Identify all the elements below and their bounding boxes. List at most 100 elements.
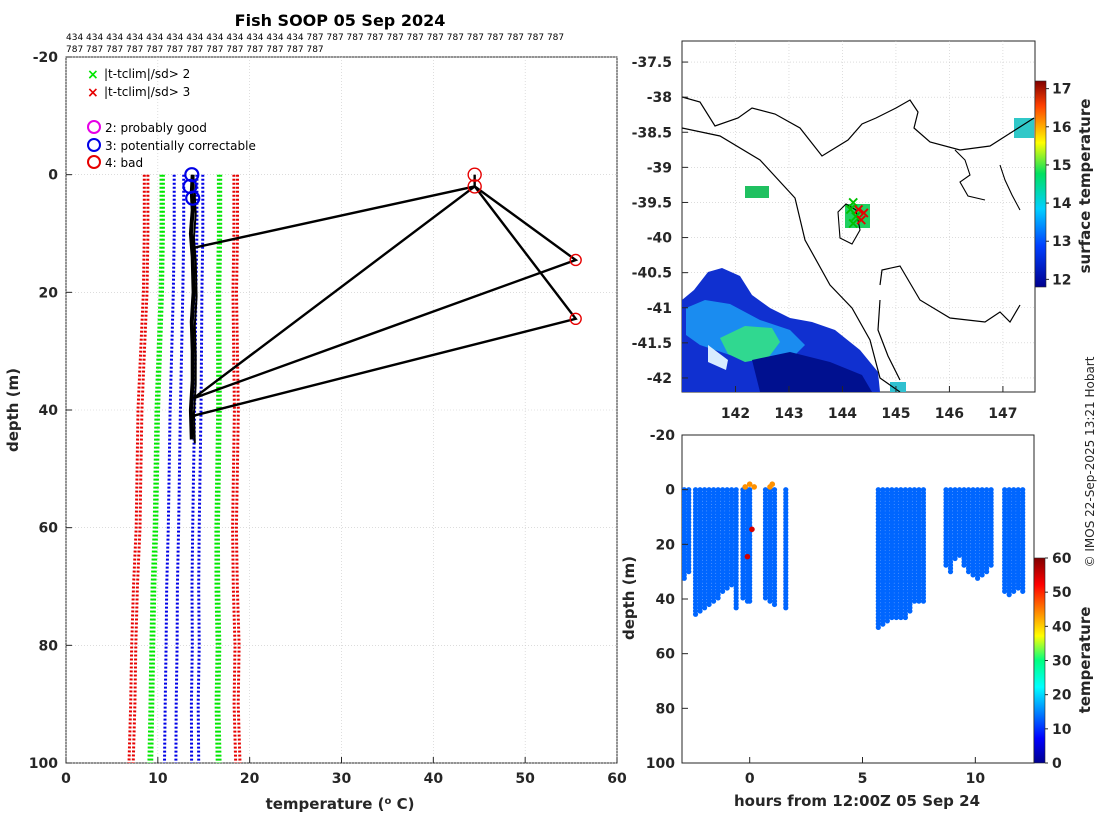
track-cross-marker: × <box>854 210 867 229</box>
sst-colorbar-tick-label: 15 <box>1052 158 1071 174</box>
profile-ticks: 0 10 20 30 40 50 60 -20 0 20 40 60 80 100 <box>29 50 627 787</box>
track-cross-marker: × <box>846 214 859 233</box>
timeseries-point <box>947 569 954 575</box>
map-ytick-label: -40 <box>647 231 673 247</box>
timeseries-point <box>771 601 778 608</box>
timeseries-point <box>724 585 730 591</box>
timeseries-points <box>682 481 1026 631</box>
timeseries-xtick-label: 0 <box>745 771 755 787</box>
profile-xtick-label: 60 <box>607 771 627 787</box>
timeseries-ytick-label: 100 <box>646 756 675 772</box>
map-ytick-label: -38 <box>647 90 672 106</box>
timeseries-point <box>902 614 908 621</box>
timeseries-point <box>875 624 881 631</box>
map-ship-track: ××××××× <box>844 192 871 232</box>
timeseries-point <box>697 608 703 614</box>
profile-panel: 0 10 20 30 40 50 60 -20 0 20 40 60 80 100 temperature… <box>4 50 627 813</box>
timeseries-point <box>715 595 721 601</box>
bad-point-marker <box>569 253 582 267</box>
timeseries-point <box>682 575 687 581</box>
cast-id-row-1: 434 434 434 434 434 434 434 434 434 434 … <box>66 33 564 43</box>
timeseries-hot-point <box>749 526 755 533</box>
timeseries-point <box>970 572 976 578</box>
profile-ytick-label: 0 <box>48 168 58 184</box>
legend-qc2-label: 2: probably good <box>105 121 207 135</box>
timeseries-point <box>706 601 712 608</box>
map-ytick-label: -39.5 <box>632 195 672 211</box>
timeseries-point <box>729 582 735 588</box>
sst-colorbar-ticks: 12 13 14 15 16 17 <box>1046 82 1072 288</box>
figure-title: Fish SOOP 05 Sep 2024 <box>235 11 446 30</box>
temp-colorbar-tick-label: 10 <box>1052 722 1072 738</box>
profile-ytick-label: 40 <box>39 403 59 419</box>
map-xtick-label: 142 <box>721 406 750 422</box>
legend-x-red: × <box>87 85 99 101</box>
legend-circle-magenta <box>87 120 101 134</box>
timeseries-point <box>984 569 990 575</box>
temp-colorbar-tick-label: 0 <box>1052 756 1062 772</box>
timeseries-point <box>1006 592 1012 598</box>
profile-xlabel: temperature (o C) <box>266 795 415 813</box>
profile-trace <box>188 174 196 440</box>
coastline-east <box>954 149 1021 211</box>
timeseries-point <box>783 605 789 611</box>
sst-colorbar <box>1034 80 1047 288</box>
timeseries-ytick-label: 0 <box>665 483 675 499</box>
timeseries-point <box>916 598 922 604</box>
temp-colorbar-tick-label: 30 <box>1052 654 1072 670</box>
timeseries-point <box>1015 585 1021 591</box>
bad-point-marker <box>467 167 482 182</box>
timeseries-point <box>884 618 890 624</box>
profile-xtick-label: 40 <box>424 771 444 787</box>
timeseries-point <box>733 605 739 611</box>
sst-colorbar-tick-label: 12 <box>1052 272 1071 288</box>
timeseries-ytick-label: -20 <box>650 428 676 444</box>
temp-colorbar-tick-label: 50 <box>1052 585 1072 601</box>
map-ytick-label: -40.5 <box>632 266 672 282</box>
timeseries-point <box>911 598 918 604</box>
timeseries-point <box>1011 588 1017 594</box>
map-ytick-label: -41.5 <box>632 336 672 352</box>
sst-colorbar-label: surface temperature <box>1076 99 1094 274</box>
timeseries-hot-point <box>751 484 758 490</box>
timeseries-hot-point <box>742 484 748 490</box>
coastline-bass-strait <box>682 127 901 392</box>
profile-ylabel: depth (m) <box>4 368 22 452</box>
timeseries-ytick-label: 60 <box>656 647 676 663</box>
bad-point-marker <box>467 179 482 194</box>
profile-xtick-label: 30 <box>332 771 352 787</box>
legend-circle-red <box>87 155 101 169</box>
timeseries-point <box>988 562 994 568</box>
copyright-stamp: © IMOS 22-Sep-2025 13:21 Hobart <box>1083 356 1097 567</box>
temp-colorbar <box>1033 557 1046 764</box>
timeseries-xtick-label: 10 <box>966 771 986 787</box>
sst-colorbar-tick-label: 13 <box>1052 234 1071 250</box>
coastline-tasmania <box>877 265 1021 381</box>
sst-patch-green <box>720 326 780 362</box>
profile-ytick-label: 20 <box>39 285 59 301</box>
sst-patch-east <box>1014 118 1034 138</box>
timeseries-point <box>979 572 985 578</box>
legend-qc4-label: 4: bad <box>105 156 143 170</box>
timeseries-point <box>686 569 692 575</box>
timeseries-point <box>965 569 972 575</box>
map-ytick-label: -41 <box>647 301 672 317</box>
temp-colorbar-tick-label: 40 <box>1052 619 1072 635</box>
timeseries-point <box>952 555 958 562</box>
profile-xtick-label: 0 <box>61 771 71 787</box>
profile-xtick-label: 10 <box>148 771 168 787</box>
timeseries-point <box>762 595 769 601</box>
legend-x-green: × <box>87 67 99 83</box>
map-xtick-label: 146 <box>935 406 964 422</box>
timeseries-hot-point <box>769 481 776 488</box>
timeseries-point <box>740 595 746 601</box>
timeseries-point <box>880 621 886 627</box>
legend-flag2-label: |t-tclim|/sd> 2 <box>104 67 190 81</box>
timeseries-hot-point <box>744 553 751 560</box>
temp-colorbar-tick-label: 20 <box>1052 688 1072 704</box>
sst-patch-coastal-light <box>708 345 728 370</box>
map-ytick-label: -42 <box>647 371 672 387</box>
legend-flag3-label: |t-tclim|/sd> 3 <box>104 85 190 99</box>
timeseries-point <box>710 598 717 604</box>
